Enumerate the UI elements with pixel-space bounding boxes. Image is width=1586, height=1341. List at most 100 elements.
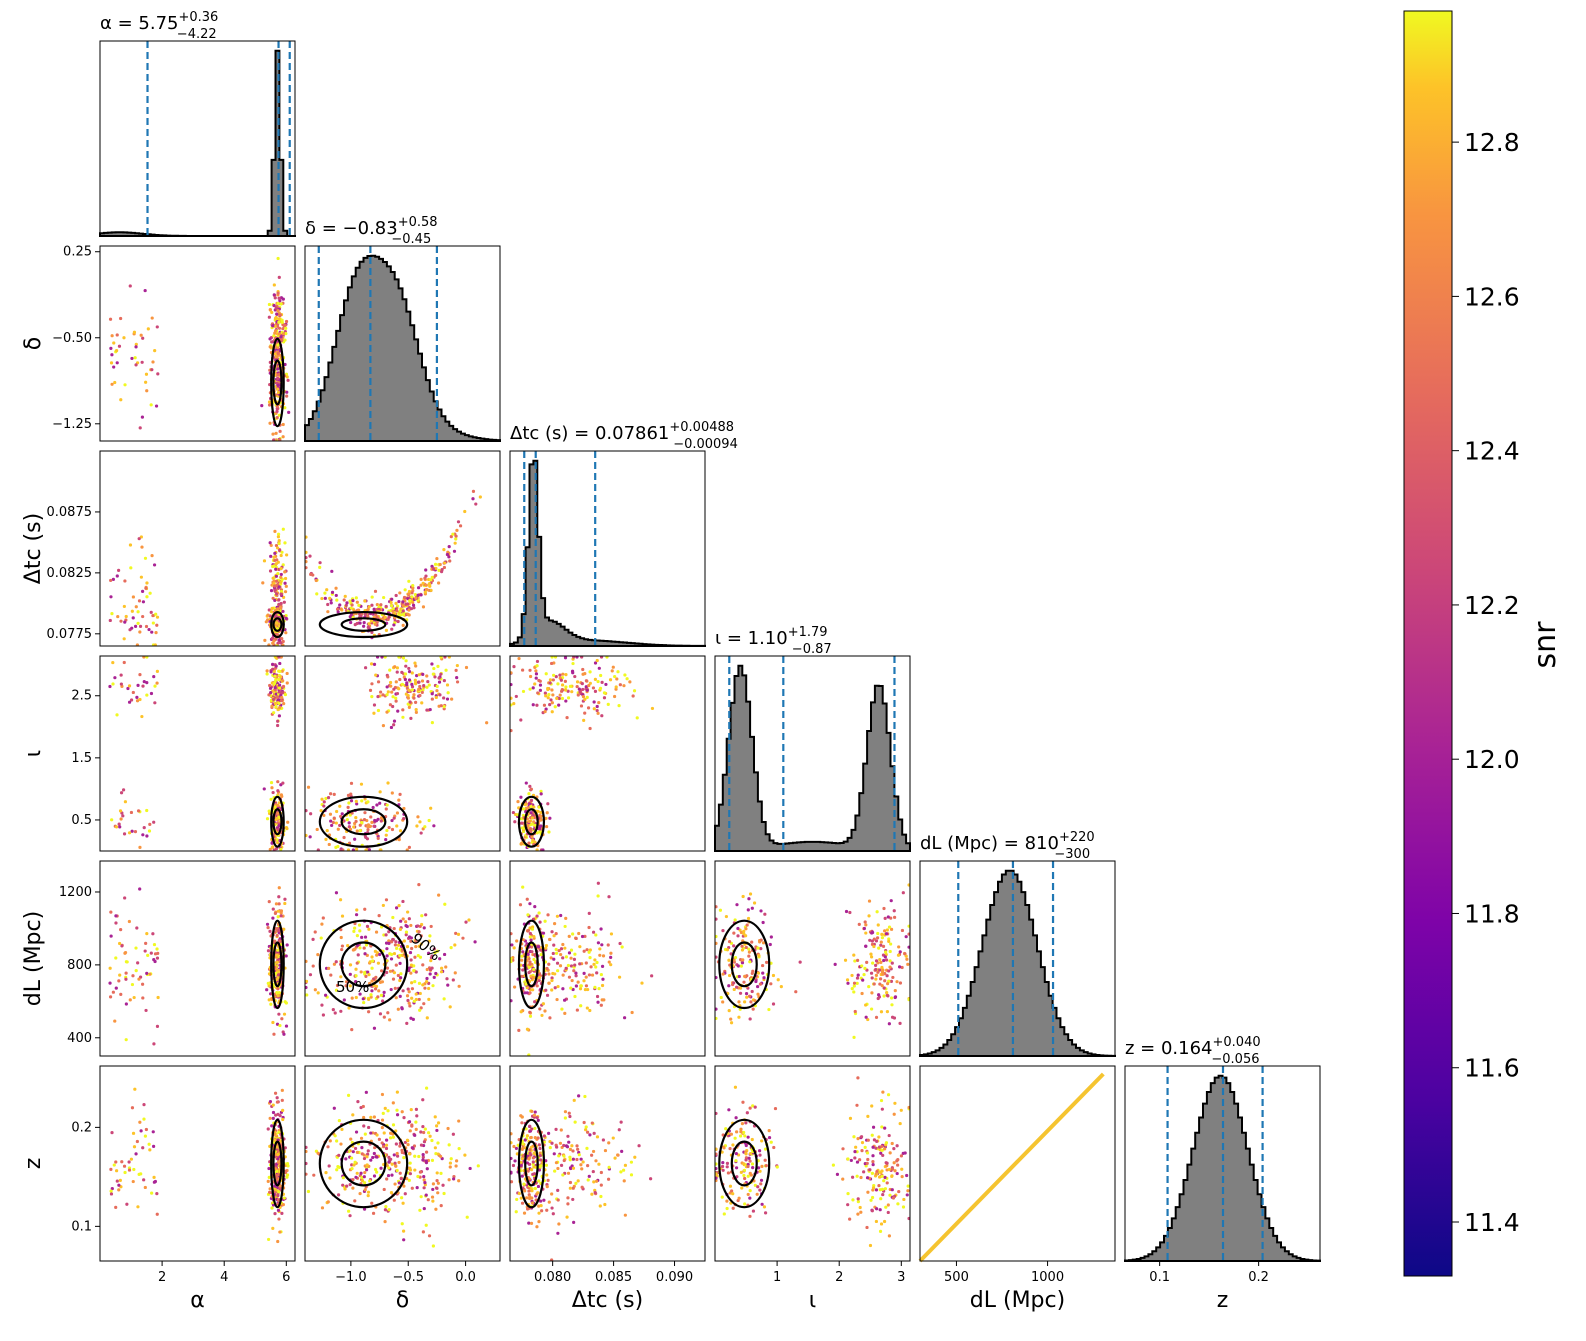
sample-point — [275, 838, 279, 842]
sample-point — [279, 793, 284, 797]
sample-point — [390, 1173, 394, 1177]
sample-point — [144, 586, 148, 590]
sample-point — [306, 1189, 311, 1194]
sample-point — [276, 383, 280, 387]
sample-point — [633, 1155, 637, 1159]
sample-point — [145, 389, 149, 393]
sample-point — [512, 701, 516, 706]
sample-point — [325, 588, 329, 592]
sample-point — [579, 1163, 583, 1167]
sample-point — [131, 616, 135, 620]
sample-point — [535, 664, 539, 668]
sample-point — [525, 1196, 529, 1200]
sample-point — [334, 593, 338, 598]
sample-point — [383, 615, 387, 619]
sample-point — [577, 1153, 581, 1157]
sample-point — [574, 1181, 578, 1186]
sample-point — [846, 981, 850, 985]
sample-point — [411, 1017, 415, 1021]
sample-point — [398, 978, 402, 983]
sample-point — [422, 1140, 427, 1144]
sample-point — [880, 1148, 884, 1152]
sample-point — [523, 1189, 527, 1193]
sample-point — [729, 1021, 734, 1025]
sample-point — [594, 933, 598, 937]
sample-point — [279, 580, 283, 584]
sample-point — [544, 694, 548, 698]
axes-frame — [304, 1065, 501, 1262]
scatter-panel-1-0 — [108, 256, 291, 441]
sample-point — [592, 962, 596, 966]
histogram — [304, 254, 501, 442]
sample-point — [151, 932, 155, 936]
contour-50 — [272, 808, 283, 836]
sample-point — [281, 639, 285, 644]
sample-point — [763, 1211, 768, 1215]
sample-point — [876, 931, 880, 936]
sample-point — [373, 987, 378, 991]
param-title-minus-4: −300 — [1054, 847, 1090, 862]
sample-point — [745, 995, 749, 999]
sample-point — [342, 998, 346, 1002]
sample-point — [876, 970, 880, 974]
sample-point — [277, 683, 282, 687]
sample-point — [406, 1143, 410, 1147]
sample-point — [348, 963, 353, 967]
sample-point — [398, 829, 403, 833]
sample-point — [566, 696, 571, 700]
sample-point — [878, 1229, 883, 1233]
sample-point — [549, 956, 553, 960]
sample-point — [534, 672, 539, 676]
sample-point — [399, 1177, 403, 1181]
sample-point — [724, 914, 729, 919]
sample-point — [346, 1093, 351, 1097]
sample-point — [592, 1180, 596, 1184]
sample-point — [376, 995, 380, 999]
sample-point — [266, 1179, 270, 1183]
sample-point — [391, 1123, 396, 1127]
sample-point — [721, 929, 725, 933]
sample-point — [862, 1170, 866, 1174]
sample-point — [737, 974, 741, 979]
sample-point — [155, 1024, 160, 1028]
sample-point — [117, 568, 121, 572]
sample-point — [392, 926, 396, 931]
sample-point — [152, 1042, 156, 1046]
sample-point — [272, 848, 276, 851]
sample-point — [434, 573, 438, 577]
sample-point — [583, 1094, 587, 1099]
sample-point — [274, 592, 279, 596]
sample-point — [538, 920, 542, 924]
sample-point — [587, 925, 591, 930]
sample-point — [134, 605, 138, 609]
sample-point — [394, 963, 398, 967]
sample-point — [595, 994, 600, 999]
sample-point — [439, 1203, 443, 1208]
sample-point — [542, 1134, 546, 1138]
sample-point — [737, 1015, 741, 1019]
sample-point — [550, 1192, 554, 1196]
sample-point — [388, 1018, 392, 1022]
sample-point — [305, 566, 308, 570]
sample-point — [336, 1193, 341, 1197]
sample-point — [402, 1184, 406, 1188]
sample-point — [277, 332, 281, 336]
sample-point — [151, 613, 155, 618]
sample-point — [529, 787, 534, 791]
sample-point — [281, 1108, 285, 1112]
sample-point — [409, 923, 413, 928]
sample-point — [715, 975, 718, 980]
sample-point — [360, 820, 364, 825]
axes-frame — [99, 860, 296, 1057]
axes-frame — [714, 655, 911, 852]
sample-point — [448, 559, 452, 563]
sample-point — [278, 939, 282, 944]
sample-point — [277, 677, 281, 682]
sample-point — [271, 1110, 276, 1115]
sample-point — [134, 345, 138, 349]
sample-point — [128, 543, 133, 547]
sample-point — [560, 1007, 564, 1011]
sample-point — [520, 826, 524, 830]
sample-point — [524, 781, 528, 785]
sample-point — [430, 697, 434, 701]
